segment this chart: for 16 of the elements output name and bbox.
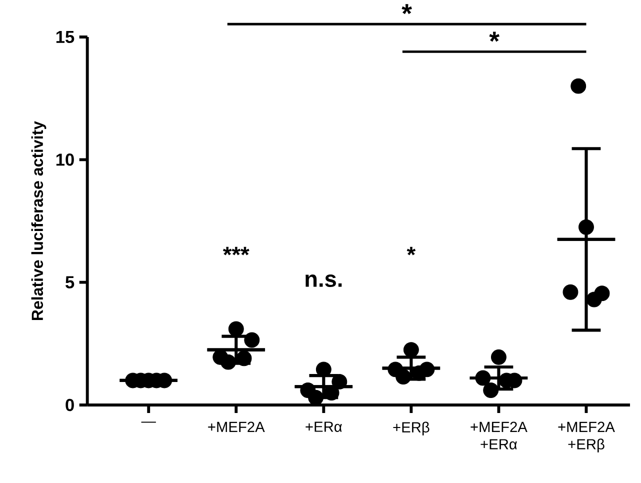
y-tick-label: 0 [66, 398, 74, 412]
annotation: * [406, 246, 416, 256]
text: * [402, 4, 412, 14]
x-tick-label: +MEF2A [208, 422, 265, 432]
y-tick-label: 5 [66, 276, 74, 288]
annotation: n.s. [306, 274, 342, 287]
x-tick-label: +ERα [306, 422, 342, 432]
x-tick-label: +MEF2A +ERβ [558, 422, 615, 452]
x-tick-label: +MEF2A +ERα [470, 422, 528, 450]
y-axis-title: Relative luciferase activity [31, 121, 46, 320]
x-tick-label: +ERβ [393, 422, 430, 436]
x-tick-label: — [141, 422, 156, 423]
y-tick-label: 15 [56, 30, 74, 44]
annotation: *** [222, 246, 250, 256]
annotation: * [489, 32, 500, 42]
y-tick-label: 10 [56, 154, 74, 166]
